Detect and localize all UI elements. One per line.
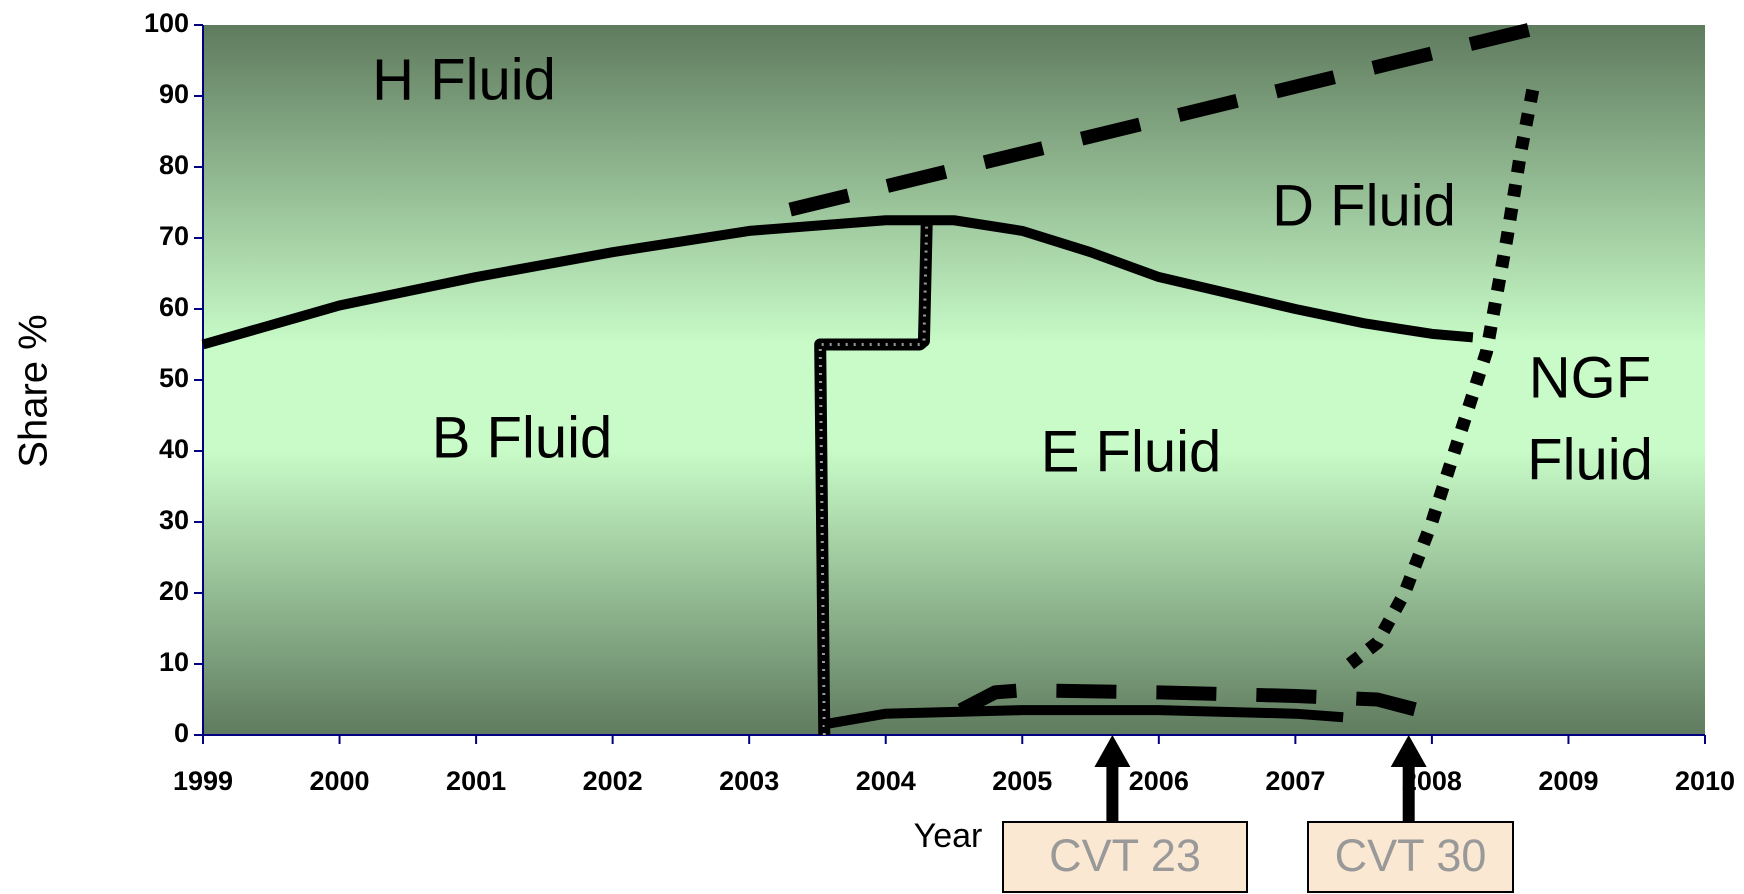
x-tick-label: 2004 xyxy=(856,766,916,796)
region-label: Fluid xyxy=(1527,427,1653,492)
y-tick-label: 70 xyxy=(159,221,189,251)
callout-arrowhead xyxy=(1094,735,1131,767)
x-tick-label: 2009 xyxy=(1538,766,1598,796)
y-tick-label: 50 xyxy=(159,363,189,393)
callout-arrowhead xyxy=(1390,735,1427,767)
series-line xyxy=(788,21,1536,217)
series-line xyxy=(814,223,933,736)
x-tick-label: 2002 xyxy=(583,766,643,796)
x-tick-label: 2007 xyxy=(1265,766,1325,796)
x-tick-label: 1999 xyxy=(173,766,233,796)
region-label: E Fluid xyxy=(1041,419,1222,484)
region-label: H Fluid xyxy=(372,47,556,112)
region-label: D Fluid xyxy=(1272,173,1456,238)
x-tick-label: 2001 xyxy=(446,766,506,796)
y-tick-label: 80 xyxy=(159,150,189,180)
x-tick-label: 2000 xyxy=(310,766,370,796)
x-tick-label: 2005 xyxy=(992,766,1052,796)
plot-area xyxy=(203,25,1705,735)
y-tick-label: 60 xyxy=(159,292,189,322)
y-tick-label: 90 xyxy=(159,79,189,109)
series-line xyxy=(201,215,1474,350)
callout-box xyxy=(1002,821,1248,893)
y-tick-label: 40 xyxy=(159,434,189,464)
series-line xyxy=(957,683,1434,721)
region-label: B Fluid xyxy=(432,405,613,470)
y-tick-label: 20 xyxy=(159,576,189,606)
callout-box xyxy=(1307,821,1514,893)
y-tick-label: 30 xyxy=(159,505,189,535)
series-line xyxy=(1345,80,1541,670)
y-tick-label: 0 xyxy=(174,718,189,748)
region-label: NGF xyxy=(1529,345,1651,410)
y-axis-label: Share % xyxy=(12,314,56,467)
x-tick-label: 2006 xyxy=(1129,766,1189,796)
series-line xyxy=(823,705,1344,730)
callout-label: CVT 30 xyxy=(1335,830,1487,881)
y-tick-label: 100 xyxy=(144,8,189,38)
x-axis-label: Year xyxy=(914,817,983,855)
callout-label: CVT 23 xyxy=(1049,830,1201,881)
x-tick-label: 2010 xyxy=(1675,766,1735,796)
y-tick-label: 10 xyxy=(159,647,189,677)
x-tick-label: 2003 xyxy=(719,766,779,796)
